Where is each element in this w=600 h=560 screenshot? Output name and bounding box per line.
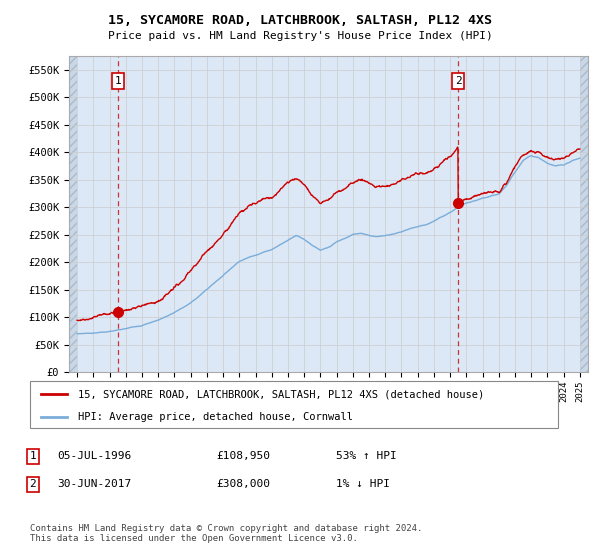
FancyBboxPatch shape [30, 381, 558, 428]
Text: £108,950: £108,950 [216, 451, 270, 461]
Text: 1% ↓ HPI: 1% ↓ HPI [336, 479, 390, 489]
Text: 1: 1 [29, 451, 37, 461]
Text: Price paid vs. HM Land Registry's House Price Index (HPI): Price paid vs. HM Land Registry's House … [107, 31, 493, 41]
Text: HPI: Average price, detached house, Cornwall: HPI: Average price, detached house, Corn… [77, 412, 353, 422]
Text: 2: 2 [29, 479, 37, 489]
Text: 15, SYCAMORE ROAD, LATCHBROOK, SALTASH, PL12 4XS (detached house): 15, SYCAMORE ROAD, LATCHBROOK, SALTASH, … [77, 389, 484, 399]
Text: 05-JUL-1996: 05-JUL-1996 [57, 451, 131, 461]
Text: 15, SYCAMORE ROAD, LATCHBROOK, SALTASH, PL12 4XS: 15, SYCAMORE ROAD, LATCHBROOK, SALTASH, … [108, 14, 492, 27]
Text: 2: 2 [455, 76, 461, 86]
Text: Contains HM Land Registry data © Crown copyright and database right 2024.
This d: Contains HM Land Registry data © Crown c… [30, 524, 422, 543]
Text: 53% ↑ HPI: 53% ↑ HPI [336, 451, 397, 461]
Text: 1: 1 [114, 76, 121, 86]
Text: 30-JUN-2017: 30-JUN-2017 [57, 479, 131, 489]
Text: £308,000: £308,000 [216, 479, 270, 489]
